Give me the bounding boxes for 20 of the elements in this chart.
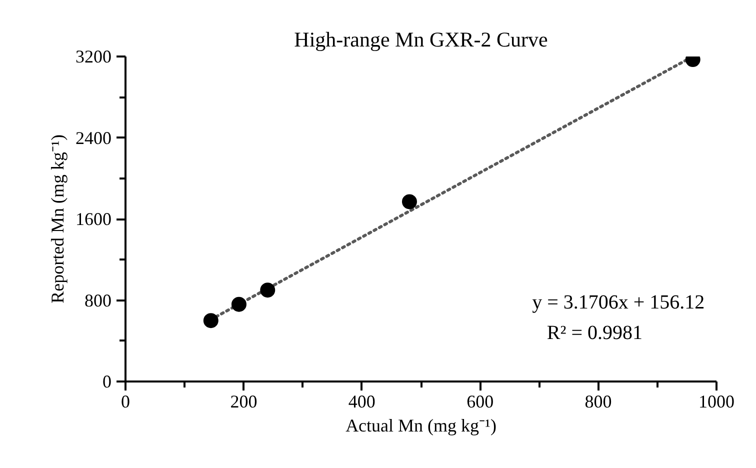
annotation: R² = 0.9981 bbox=[546, 322, 642, 344]
chart-title: High-range Mn GXR-2 Curve bbox=[294, 28, 548, 52]
point bbox=[402, 194, 417, 210]
x-axis-title: Actual Mn (mg kg⁻¹) bbox=[346, 416, 496, 436]
x-tick-label: 800 bbox=[584, 392, 612, 412]
point bbox=[203, 313, 218, 328]
y-tick-label: 1600 bbox=[76, 209, 112, 229]
point bbox=[231, 296, 246, 312]
y-tick-label: 0 bbox=[102, 372, 112, 392]
y-tick-label: 2400 bbox=[76, 128, 112, 148]
y-tick-label: 800 bbox=[84, 290, 112, 310]
x-tick-label: 200 bbox=[230, 392, 258, 412]
annotation: y = 3.1706x + 156.12 bbox=[532, 291, 705, 314]
point bbox=[260, 282, 276, 298]
x-tick-label: 400 bbox=[348, 392, 376, 412]
y-tick-label: 3200 bbox=[76, 46, 112, 66]
x-tick-label: 0 bbox=[121, 392, 130, 412]
x-tick-label: 1000 bbox=[698, 392, 734, 412]
x-tick-label: 600 bbox=[466, 392, 494, 412]
y-axis-title: Reported Mn (mg kg⁻¹) bbox=[48, 134, 68, 304]
